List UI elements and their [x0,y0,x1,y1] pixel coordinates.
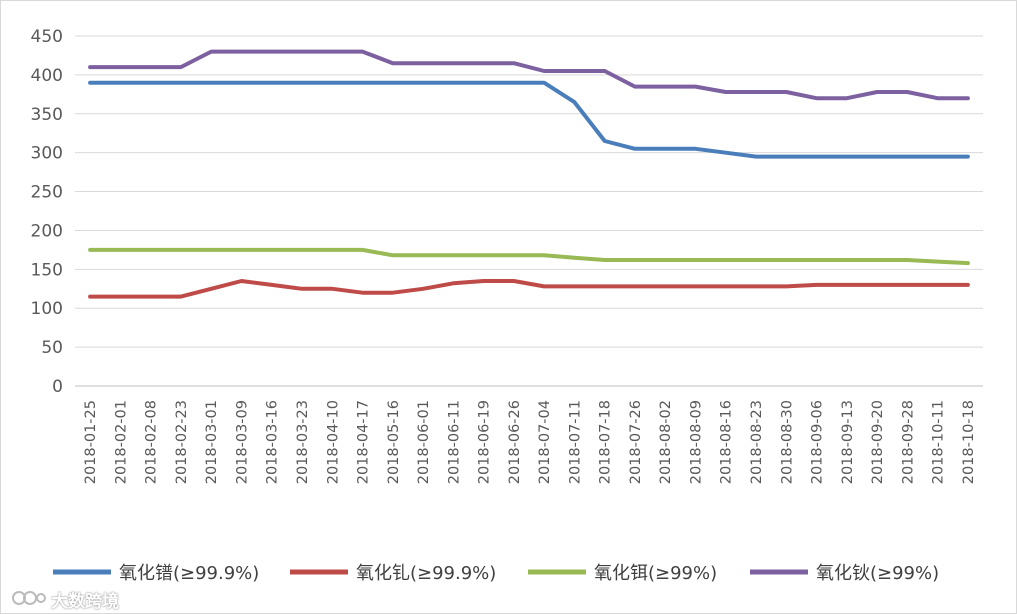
series-line-2 [88,279,970,299]
x-tick-label: 2018-06-26 [507,400,523,484]
x-tick-label: 2018-03-09 [234,400,250,484]
y-tick-label: 100 [31,299,63,319]
series-line-3 [88,247,970,266]
x-tick-label: 2018-08-09 [688,400,704,484]
x-tick-label: 2018-09-13 [840,400,856,484]
x-tick-label: 2018-02-08 [144,400,160,484]
y-axis-ticks: 0 50 100 150 200 250 300 350 400 450 [31,27,63,397]
legend-item-4: 氧化钬(≥99%) [750,563,939,584]
y-tick-label: 400 [31,66,63,86]
x-tick-label: 2018-09-28 [900,400,916,484]
series-lines [88,49,970,299]
legend-item-2: 氧化钆(≥99.9%) [290,563,496,584]
x-tick-label: 2018-06-01 [416,400,432,484]
x-tick-label: 2018-03-23 [295,400,311,484]
x-tick-label: 2018-04-10 [325,400,341,484]
legend-label: 氧化钆(≥99.9%) [356,563,496,584]
y-tick-label: 150 [31,260,63,280]
x-tick-label: 2018-08-23 [749,400,765,484]
x-axis-ticks: 2018-01-25 2018-02-01 2018-02-08 2018-02-23… [83,400,977,484]
legend-item-3: 氧化铒(≥99%) [528,563,717,584]
x-tick-label: 2018-08-16 [719,400,735,484]
x-tick-label: 2018-04-17 [356,400,372,484]
x-tick-label: 2018-02-23 [174,400,190,484]
x-tick-label: 2018-08-02 [658,400,674,484]
x-tick-label: 2018-10-11 [931,400,947,484]
x-tick-label: 2018-07-04 [537,400,553,484]
watermark-logo: 大数跨境 [11,587,141,612]
legend-label: 氧化钬(≥99%) [816,563,939,584]
legend-label: 氧化镨(≥99.9%) [119,563,259,584]
legend: 氧化镨(≥99.9%) 氧化钆(≥99.9%) 氧化铒(≥99%) 氧化钬(≥99%) [53,563,939,584]
x-tick-label: 2018-09-20 [870,400,886,484]
watermark-text: 大数跨境 [51,592,119,612]
x-tick-label: 2018-06-19 [477,400,493,484]
legend-item-1: 氧化镨(≥99.9%) [53,563,259,584]
x-tick-label: 2018-07-26 [628,400,644,484]
x-tick-label: 2018-06-11 [446,400,462,484]
x-tick-label: 2018-02-01 [113,400,129,484]
watermark-icon [12,591,46,605]
x-tick-label: 2018-08-30 [779,400,795,484]
series-line-1 [88,80,970,159]
x-tick-label: 2018-07-11 [567,400,583,484]
y-tick-label: 350 [31,105,63,125]
gridlines [75,35,983,387]
y-tick-label: 250 [31,183,63,203]
x-tick-label: 2018-10-18 [961,400,977,484]
legend-label: 氧化铒(≥99%) [594,563,717,584]
y-tick-label: 50 [41,338,63,358]
x-tick-label: 2018-03-01 [204,400,220,484]
x-tick-label: 2018-07-18 [598,400,614,484]
x-tick-label: 2018-01-25 [83,400,99,484]
y-tick-label: 0 [52,377,63,397]
x-tick-label: 2018-03-16 [265,400,281,484]
y-tick-label: 450 [31,27,63,47]
y-tick-label: 300 [31,144,63,164]
x-tick-label: 2018-09-06 [810,400,826,484]
y-tick-label: 200 [31,221,63,241]
series-line-4 [88,49,970,101]
x-tick-label: 2018-05-16 [386,400,402,484]
